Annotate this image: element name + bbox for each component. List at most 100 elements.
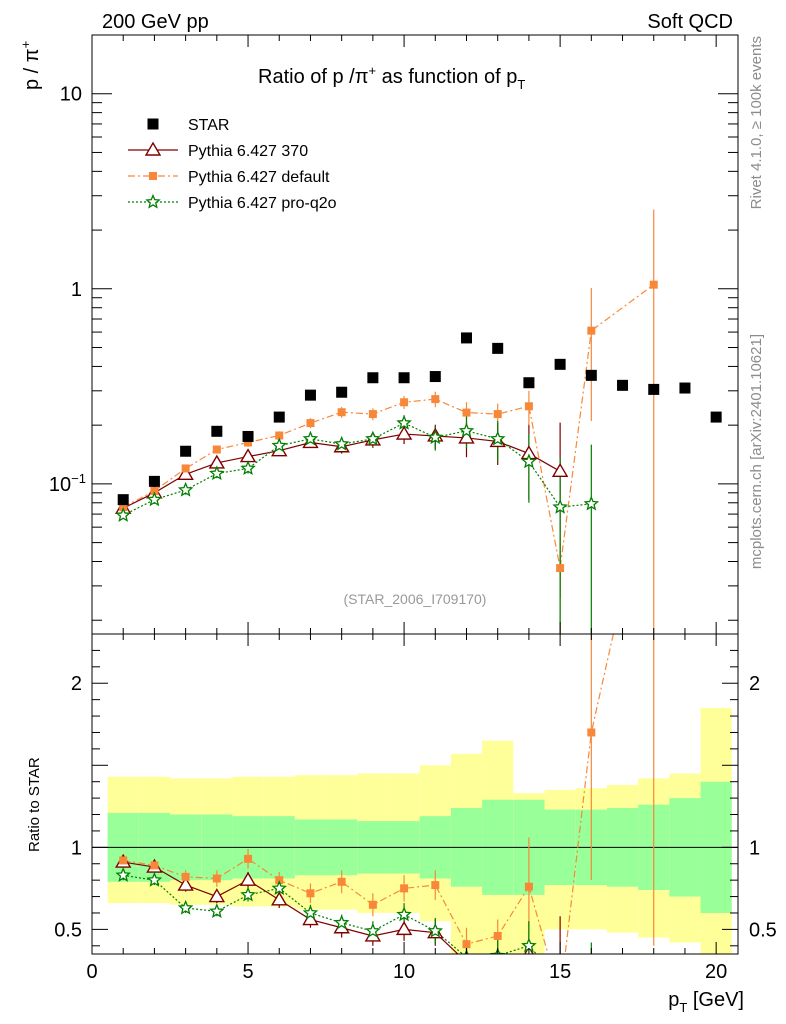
ratio-data-point <box>556 993 564 1001</box>
ratio-data-point <box>302 904 319 920</box>
data-point <box>119 503 128 512</box>
legend-label: Pythia 6.427 370 <box>188 143 308 160</box>
data-point <box>649 280 658 289</box>
data-point <box>524 402 533 411</box>
ratio-tick-label-right: 0.5 <box>749 919 777 941</box>
x-axis-label: pT [GeV] <box>668 989 744 1015</box>
ratio-data-point <box>239 871 257 886</box>
data-point <box>306 419 315 428</box>
ratio-data-point <box>150 861 159 870</box>
data-point <box>583 495 600 511</box>
ratio-data-point <box>209 903 225 918</box>
ratio-data-point <box>493 931 502 940</box>
data-point <box>556 564 565 573</box>
legend-marker <box>145 193 161 209</box>
legend-label: Pythia 6.427 default <box>188 169 330 186</box>
legend-item: Pythia 6.427 default <box>128 169 330 186</box>
star-data-point <box>554 358 566 370</box>
data-point <box>146 491 163 507</box>
ratio-data-point <box>395 920 413 936</box>
x-tick-label: 20 <box>705 961 727 983</box>
legend-marker <box>144 141 162 156</box>
data-point <box>396 414 412 430</box>
ratio-data-point <box>365 922 381 938</box>
legend-label: Pythia 6.427 pro-q2o <box>188 195 337 212</box>
y-axis-label: p / π+ <box>18 41 43 90</box>
ratio-axis-label: Ratio to STAR <box>26 757 43 852</box>
ratio-data-point <box>462 940 471 949</box>
star-data-point <box>648 383 660 395</box>
data-point <box>177 481 194 497</box>
star-data-point <box>242 430 254 442</box>
ratio-tick-label-left: 0.5 <box>54 919 82 941</box>
data-point <box>240 460 256 476</box>
x-tick-label: 15 <box>549 961 571 983</box>
star-uncertainty-bands <box>92 707 738 954</box>
data-point <box>395 425 413 440</box>
x-tick-label: 10 <box>393 961 415 983</box>
ratio-plot-data <box>114 634 655 1001</box>
legend-item: STAR <box>147 117 229 134</box>
y-tick-label: 10−1 <box>49 471 86 496</box>
rivet-version-label: Rivet 4.1.0, ≥ 100k events <box>748 36 765 209</box>
main-plot-data <box>114 209 722 634</box>
star-data-point <box>585 369 597 381</box>
data-point <box>271 437 288 453</box>
x-tick-label: 0 <box>86 961 97 983</box>
ratio-data-point <box>275 876 284 885</box>
star-data-point <box>398 372 410 384</box>
series-line <box>122 284 655 569</box>
star-data-point <box>523 377 535 389</box>
data-point <box>365 430 381 446</box>
data-point <box>400 398 409 407</box>
star-data-point <box>460 332 472 344</box>
data-point <box>209 465 225 481</box>
ratio-data-point <box>208 888 226 903</box>
ratio-data-point <box>400 884 409 893</box>
data-point <box>275 431 284 440</box>
star-data-point <box>367 372 379 384</box>
ratio-tick-label-left: 2 <box>71 673 82 695</box>
star-data-point <box>679 382 691 394</box>
star-data-point <box>180 445 192 457</box>
ratio-data-point <box>177 876 194 891</box>
analysis-tag: (STAR_2006_I709170) <box>344 591 487 607</box>
data-point <box>427 429 444 445</box>
y-tick-label: 10 <box>60 84 82 106</box>
ratio-data-point <box>212 874 221 883</box>
ratio-data-point <box>396 906 412 922</box>
ratio-data-point <box>368 900 377 909</box>
ratio-data-point <box>587 728 596 737</box>
ratio-tick-label-right: 2 <box>749 673 760 695</box>
ratio-data-point <box>306 889 315 898</box>
axes: 0 5 10 15 20 10 1 10−1 2 2 1 1 0.5 0.5 <box>49 34 777 983</box>
data-point <box>333 435 350 451</box>
ratio-data-point <box>244 854 253 863</box>
data-point <box>462 408 471 417</box>
ratio-data-point <box>333 914 350 930</box>
star-data-point <box>211 425 223 437</box>
legend: STAR Pythia 6.427 370 Pythia 6.427 default… <box>128 117 337 212</box>
data-point <box>458 429 475 444</box>
ratio-data-point <box>119 856 128 865</box>
x-tick-label: 5 <box>242 961 253 983</box>
ratio-data-point <box>431 881 440 890</box>
series-line <box>122 422 592 516</box>
star-data-point <box>304 389 316 401</box>
data-point <box>150 486 159 495</box>
data-point <box>115 507 131 522</box>
ratio-data-point <box>427 922 444 938</box>
data-point <box>212 445 221 454</box>
ratio-tick-label-left: 1 <box>71 837 82 859</box>
ratio-data-point <box>177 899 194 915</box>
ratio-tick-label-right: 1 <box>749 837 760 859</box>
ratio-data-point <box>337 877 346 886</box>
star-data-point <box>117 494 129 506</box>
ratio-data-point <box>271 880 288 895</box>
data-point <box>177 465 194 480</box>
data-point <box>552 498 568 514</box>
ratio-data-point <box>240 886 256 902</box>
data-point <box>368 410 377 419</box>
mcplots-label: mcplots.cern.ch [arXiv:2401.10621] <box>748 334 765 569</box>
